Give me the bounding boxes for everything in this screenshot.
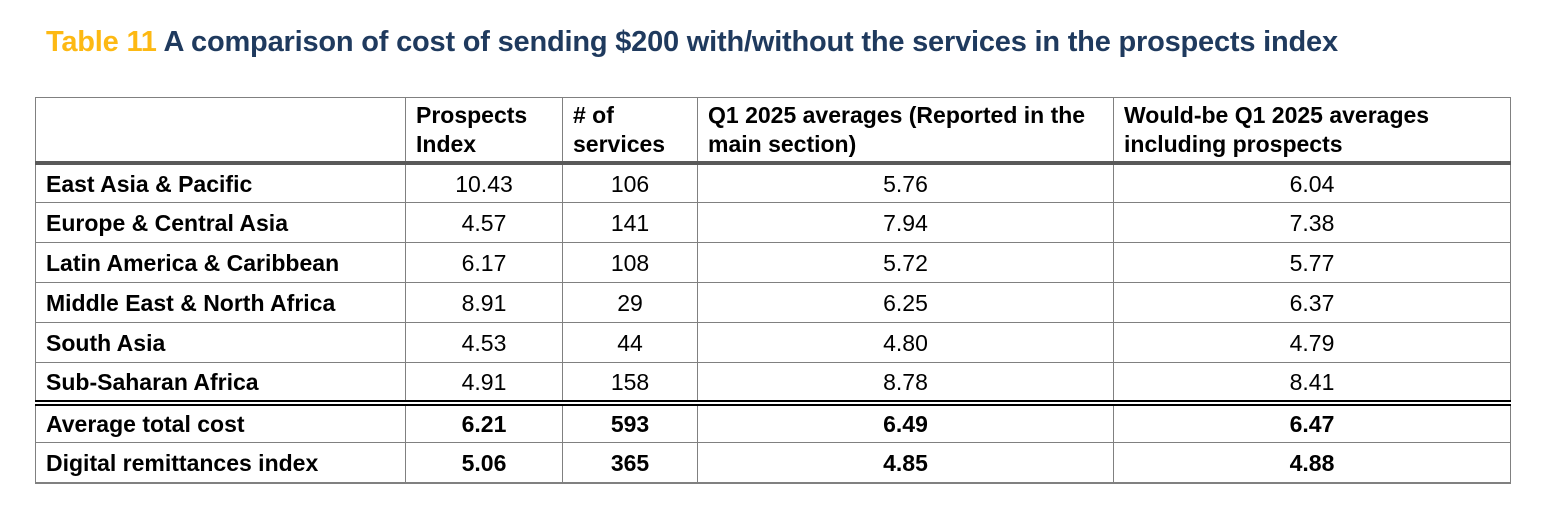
table-row: Digital remittances index 5.06 365 4.85 4.88	[35, 442, 1511, 483]
cell-services-count: 108	[562, 242, 698, 283]
cell-wouldbe-q1-2025-average: 8.41	[1113, 362, 1511, 403]
cell-q1-2025-average: 5.76	[697, 162, 1114, 203]
cell-prospects-index: 5.06	[405, 442, 563, 483]
cell-services-count: 158	[562, 362, 698, 403]
table-row: Latin America & Caribbean 6.17 108 5.72 5.77	[35, 242, 1511, 283]
row-label: Digital remittances index	[35, 442, 406, 483]
cell-services-count: 29	[562, 282, 698, 323]
table-row: South Asia 4.53 44 4.80 4.79	[35, 322, 1511, 363]
table-row: Middle East & North Africa 8.91 29 6.25 6.37	[35, 282, 1511, 323]
table-row: East Asia & Pacific 10.43 106 5.76 6.04	[35, 162, 1511, 203]
cell-services-count: 141	[562, 202, 698, 243]
row-label: East Asia & Pacific	[35, 162, 406, 203]
cell-prospects-index: 6.17	[405, 242, 563, 283]
row-label: Latin America & Caribbean	[35, 242, 406, 283]
cell-wouldbe-q1-2025-average: 7.38	[1113, 202, 1511, 243]
cell-prospects-index: 4.53	[405, 322, 563, 363]
comparison-table: Prospects Index # of services Q1 2025 aver…	[35, 97, 1511, 484]
cell-q1-2025-average: 4.85	[697, 442, 1114, 483]
cell-prospects-index: 4.57	[405, 202, 563, 243]
corner-header	[35, 97, 406, 165]
cell-q1-2025-average: 5.72	[697, 242, 1114, 283]
cell-wouldbe-q1-2025-average: 4.79	[1113, 322, 1511, 363]
table-number-label: Table 11	[46, 26, 157, 58]
cell-q1-2025-average: 4.80	[697, 322, 1114, 363]
cell-wouldbe-q1-2025-average: 6.04	[1113, 162, 1511, 203]
row-label: Sub-Saharan Africa	[35, 362, 406, 403]
table-title-text: A comparison of cost of sending $200 wit…	[163, 26, 1339, 58]
cell-services-count: 44	[562, 322, 698, 363]
cell-wouldbe-q1-2025-average: 4.88	[1113, 442, 1511, 483]
header-row: Prospects Index # of services Q1 2025 aver…	[35, 97, 1511, 165]
row-label: South Asia	[35, 322, 406, 363]
cell-q1-2025-average: 6.49	[697, 399, 1114, 443]
cell-wouldbe-q1-2025-average: 5.77	[1113, 242, 1511, 283]
cell-services-count: 593	[562, 399, 698, 443]
cell-services-count: 365	[562, 442, 698, 483]
cell-prospects-index: 6.21	[405, 399, 563, 443]
column-header: Prospects Index	[405, 97, 563, 165]
row-label: Middle East & North Africa	[35, 282, 406, 323]
column-header: Q1 2025 averages (Reported in the main s…	[697, 97, 1114, 165]
cell-prospects-index: 4.91	[405, 362, 563, 403]
cell-q1-2025-average: 7.94	[697, 202, 1114, 243]
cell-q1-2025-average: 6.25	[697, 282, 1114, 323]
cell-q1-2025-average: 8.78	[697, 362, 1114, 403]
row-label: Average total cost	[35, 399, 406, 443]
cell-services-count: 106	[562, 162, 698, 203]
cell-prospects-index: 8.91	[405, 282, 563, 323]
cell-prospects-index: 10.43	[405, 162, 563, 203]
table-row: Sub-Saharan Africa 4.91 158 8.78 8.41	[35, 362, 1511, 403]
column-header: # of services	[562, 97, 698, 165]
table-title: Table 11 A comparison of cost of sending…	[46, 26, 1338, 59]
row-label: Europe & Central Asia	[35, 202, 406, 243]
cell-wouldbe-q1-2025-average: 6.37	[1113, 282, 1511, 323]
table-row: Average total cost 6.21 593 6.49 6.47	[35, 399, 1511, 443]
cell-wouldbe-q1-2025-average: 6.47	[1113, 399, 1511, 443]
table-row: Europe & Central Asia 4.57 141 7.94 7.38	[35, 202, 1511, 243]
column-header: Would-be Q1 2025 averages including pros…	[1113, 97, 1511, 165]
